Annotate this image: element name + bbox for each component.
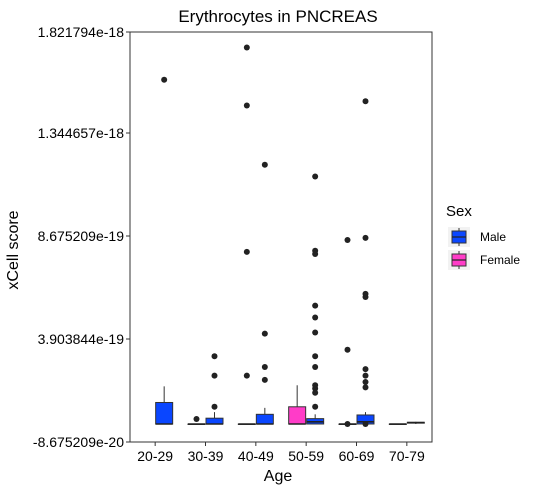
y-axis: -8.675209e-20 3.903844e-19 8.675209e-19 1.3… bbox=[33, 24, 130, 450]
box-30-39-male bbox=[205, 353, 224, 425]
outlier-point bbox=[211, 353, 218, 360]
outlier-point bbox=[261, 363, 268, 370]
outlier-point bbox=[312, 302, 319, 309]
x-tick-label: 40-49 bbox=[238, 448, 274, 464]
box-40-49-female bbox=[237, 44, 256, 425]
outlier-point bbox=[344, 237, 351, 244]
outlier-point bbox=[312, 382, 319, 389]
outlier-point bbox=[344, 421, 351, 427]
x-tick-label: 70-79 bbox=[389, 448, 425, 464]
x-tick-label: 30-39 bbox=[188, 448, 224, 464]
box-50-59-male bbox=[306, 173, 325, 425]
outlier-point bbox=[362, 290, 369, 297]
outlier-point bbox=[312, 314, 319, 321]
outlier-point bbox=[362, 379, 369, 386]
x-tick-label: 60-69 bbox=[339, 448, 375, 464]
x-axis: 20-29 30-39 40-49 50-59 60-69 70-79 bbox=[137, 442, 425, 464]
y-tick-label: 8.675209e-19 bbox=[38, 228, 125, 244]
outlier-point bbox=[261, 161, 268, 168]
box-30-39-female bbox=[187, 416, 206, 425]
outlier-point bbox=[312, 403, 319, 410]
outlier-point bbox=[312, 389, 319, 396]
outlier-point bbox=[362, 384, 369, 391]
outlier-point bbox=[261, 376, 268, 383]
y-tick-label: -8.675209e-20 bbox=[33, 434, 124, 450]
outlier-point bbox=[261, 330, 268, 337]
outlier-point bbox=[362, 234, 369, 241]
box-70-79-female bbox=[388, 423, 407, 425]
outlier-point bbox=[344, 346, 351, 353]
y-tick-label: 1.344657e-18 bbox=[38, 125, 125, 141]
box-series bbox=[155, 44, 425, 427]
outlier-point bbox=[243, 44, 250, 51]
outlier-point bbox=[362, 366, 369, 373]
x-tick-label: 20-29 bbox=[137, 448, 173, 464]
outlier-point bbox=[362, 372, 369, 379]
box-40-49-male bbox=[255, 161, 274, 425]
box-70-79-male bbox=[406, 421, 425, 424]
outlier-point bbox=[362, 98, 369, 105]
outlier-point bbox=[243, 248, 250, 255]
x-tick-label: 50-59 bbox=[288, 448, 324, 464]
box-20-29-male bbox=[155, 76, 174, 425]
y-tick-label: 1.821794e-18 bbox=[38, 24, 125, 40]
box-60-69-female bbox=[338, 237, 357, 427]
outlier-point bbox=[161, 76, 168, 83]
box-body bbox=[155, 401, 174, 425]
box-body bbox=[255, 413, 274, 425]
chart-title: Erythrocytes in PNCREAS bbox=[178, 7, 377, 26]
y-tick-label: 3.903844e-19 bbox=[38, 331, 125, 347]
box-60-69-male bbox=[356, 98, 375, 427]
legend-title: Sex bbox=[446, 203, 472, 220]
outlier-point bbox=[211, 372, 218, 379]
plot-panel bbox=[129, 31, 433, 443]
outlier-point bbox=[312, 353, 319, 360]
legend: Sex Male Female bbox=[446, 203, 520, 270]
outlier-point bbox=[243, 102, 250, 109]
outlier-point bbox=[211, 403, 218, 410]
outlier-point bbox=[193, 416, 200, 423]
outlier-point bbox=[312, 329, 319, 336]
box-50-59-female bbox=[288, 385, 307, 425]
outlier-point bbox=[312, 363, 319, 370]
outlier-point bbox=[312, 173, 319, 180]
box-body bbox=[205, 417, 224, 425]
box-body bbox=[288, 406, 307, 425]
outlier-point bbox=[362, 421, 369, 427]
y-axis-label: xCell score bbox=[5, 210, 22, 289]
outlier-point bbox=[312, 247, 319, 254]
x-axis-label: Age bbox=[264, 468, 293, 485]
outlier-point bbox=[243, 372, 250, 379]
legend-label-female: Female bbox=[480, 253, 520, 267]
legend-label-male: Male bbox=[480, 230, 506, 244]
